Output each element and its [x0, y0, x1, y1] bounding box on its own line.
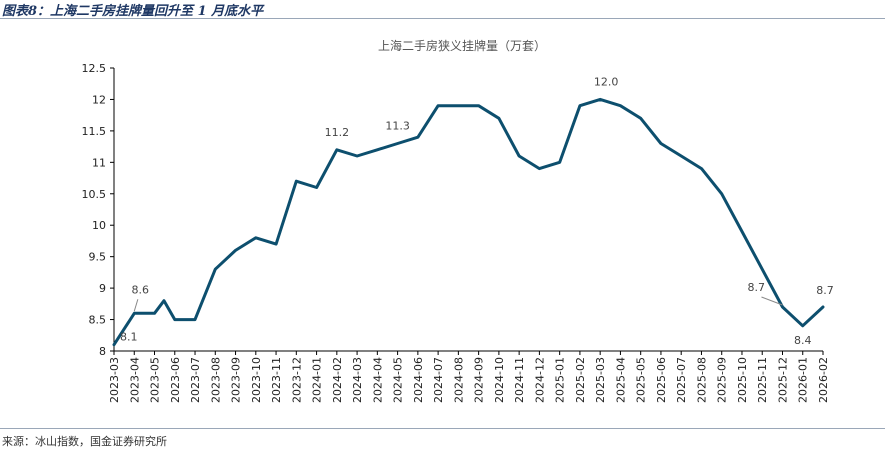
x-tick-label: 2024-01	[311, 357, 324, 403]
y-tick-label: 11	[92, 156, 106, 169]
chart-title: 上海二手房狭义挂牌量（万套）	[378, 38, 546, 53]
x-tick-label: 2024-08	[452, 357, 465, 403]
x-tick-label: 2024-02	[331, 357, 344, 403]
x-tick-label: 2023-11	[270, 357, 283, 403]
x-tick-label: 2024-04	[371, 357, 384, 403]
x-tick-label: 2023-08	[209, 357, 222, 403]
bottom-divider	[0, 428, 885, 429]
x-tick-label: 2025-03	[594, 357, 607, 403]
y-tick-label: 8.5	[89, 314, 107, 327]
top-divider	[0, 18, 885, 19]
x-tick-label: 2026-02	[817, 357, 830, 403]
x-tick-label: 2023-06	[169, 357, 182, 403]
y-tick-label: 9	[99, 282, 106, 295]
y-tick-label: 8	[99, 345, 106, 358]
data-label: 8.1	[120, 331, 138, 344]
x-tick-label: 2025-08	[695, 357, 708, 403]
plot-area	[112, 97, 825, 347]
x-tick-label: 2024-06	[412, 357, 425, 403]
x-tick-label: 2025-12	[776, 357, 789, 403]
x-tick-label: 2025-05	[635, 357, 648, 403]
x-tick-label: 2023-07	[189, 357, 202, 403]
x-tick-label: 2024-07	[432, 357, 445, 403]
x-tick-label: 2024-11	[513, 357, 526, 403]
leader-line	[761, 296, 783, 306]
data-label: 8.4	[794, 334, 812, 347]
data-label: 11.3	[385, 119, 410, 132]
x-tick-label: 2025-02	[574, 357, 587, 403]
x-tick-label: 2023-09	[230, 357, 243, 403]
x-tick-label: 2024-10	[493, 357, 506, 403]
x-tick-label: 2025-07	[675, 357, 688, 403]
y-tick-label: 9.5	[89, 251, 107, 264]
x-tick-label: 2025-04	[614, 357, 627, 403]
y-tick-label: 10	[92, 219, 106, 232]
y-tick-label: 12.5	[82, 62, 107, 75]
y-tick-label: 10.5	[82, 188, 107, 201]
x-tick-label: 2025-01	[554, 357, 567, 403]
axes: 8 8.5 9 9.5 10 10.5 11 11.5 12 12.5 2023-03 2023-04…	[82, 62, 831, 403]
data-label: 8.7	[816, 284, 834, 297]
data-label: 8.7	[747, 281, 765, 294]
x-tick-label: 2023-05	[149, 357, 162, 403]
y-tick-label: 11.5	[82, 125, 107, 138]
x-tick-label: 2023-04	[128, 357, 141, 403]
x-tick-label: 2024-05	[392, 357, 405, 403]
x-tick-label: 2023-03	[108, 357, 121, 403]
x-tick-label: 2025-10	[736, 357, 749, 403]
data-label: 8.6	[132, 283, 150, 296]
leader-line	[133, 299, 139, 312]
x-tick-label: 2026-01	[797, 357, 810, 403]
data-label: 11.2	[325, 126, 350, 139]
x-tick-label: 2025-06	[655, 357, 668, 403]
data-label: 12.0	[594, 75, 619, 88]
y-tick-label: 12	[92, 93, 106, 106]
x-tick-label: 2025-11	[756, 357, 769, 403]
x-tick-label: 2025-09	[716, 357, 729, 403]
x-tick-label: 2024-03	[351, 357, 364, 403]
figure-title: 图表8：上海二手房挂牌量回升至 1 月底水平	[2, 4, 264, 19]
x-tick-label: 2023-12	[290, 357, 303, 403]
x-tick-label: 2023-10	[250, 357, 263, 403]
series-line	[112, 97, 825, 347]
x-tick-label: 2024-09	[473, 357, 486, 403]
source-note: 来源：冰山指数，国金证券研究所	[2, 435, 167, 448]
x-tick-label: 2024-12	[533, 357, 546, 403]
data-labels: 8.1 8.6 11.2 11.3 12.0 8.7 8.4 8.7	[120, 75, 834, 346]
